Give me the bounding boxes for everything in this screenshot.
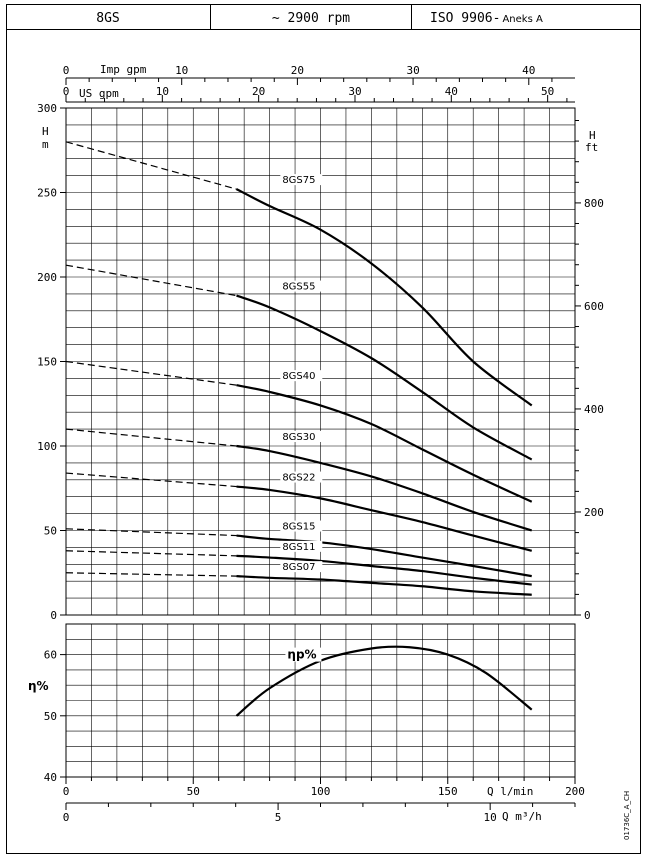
curve-8gs75 — [236, 188, 533, 407]
imp-gpm-tick-label: 40 — [522, 64, 535, 77]
head-grid — [66, 108, 575, 615]
curve-label-bg — [280, 471, 323, 483]
head-tick-label: 50 — [44, 525, 57, 538]
curve-label-8gs15: 8GS15 — [282, 522, 315, 533]
q-m3h-tick-label: 5 — [275, 811, 282, 824]
curve-8gs07-dashed — [65, 572, 237, 577]
us-gpm-tick-label: 0 — [63, 85, 70, 98]
feet-tick-label: 800 — [584, 197, 604, 210]
curve-8gs75-dashed — [65, 141, 237, 190]
curve-label-bg — [280, 431, 323, 442]
q-lmin-tick-label: 150 — [438, 785, 458, 798]
curve-8gs40 — [236, 384, 533, 503]
curve-8gs11 — [236, 554, 532, 586]
efficiency-tick-label: 50 — [44, 710, 57, 723]
head-m-label-bottom: m — [42, 138, 49, 151]
head-tick-label: 150 — [37, 356, 57, 369]
document-code: 01736C_A_CH — [623, 791, 631, 840]
curve-label-bg — [280, 520, 323, 532]
header-standard-main: ISO 9906- — [430, 11, 500, 26]
curve-label-8gs22: 8GS22 — [282, 473, 315, 484]
q-lmin-label: Q l/min — [487, 785, 533, 798]
q-m3h-tick-label: 0 — [63, 811, 70, 824]
curve-8gs55-dashed — [65, 264, 237, 297]
efficiency-curve: ηp% — [235, 645, 533, 717]
curve-label-8gs07: 8GS07 — [282, 562, 315, 573]
curve-8gs15-dashed — [65, 528, 237, 537]
us-gpm-tick-label: 30 — [348, 85, 361, 98]
efficiency-axis-label: η% — [28, 679, 49, 693]
head-m-label-top: H — [42, 125, 49, 138]
us-gpm-tick-label: 10 — [156, 85, 169, 98]
head-tick-label: 300 — [37, 102, 57, 115]
q-lmin-tick-label: 50 — [187, 785, 200, 798]
efficiency-tick-label: 40 — [44, 771, 57, 784]
imp-gpm-tick-label: 20 — [291, 64, 304, 77]
curve-8gs55 — [236, 294, 533, 461]
curve-label-8gs40: 8GS40 — [282, 371, 315, 382]
header-speed: ~ 2900 rpm — [272, 11, 350, 26]
us-gpm-tick-label: 50 — [541, 85, 554, 98]
q-m3h-label: Q m³/h — [502, 810, 542, 823]
curve-8gs30-dashed — [65, 428, 237, 447]
efficiency-line — [235, 645, 533, 717]
curve-8gs22-dashed — [65, 472, 237, 488]
curve-8gs30 — [236, 444, 533, 532]
imp-gpm-tick-label: 0 — [63, 64, 70, 77]
q-lmin-tick-label: 0 — [63, 785, 70, 798]
curve-label-8gs30: 8GS30 — [282, 432, 315, 443]
imp-gpm-tick-label: 10 — [175, 64, 188, 77]
head-tick-label: 250 — [37, 187, 57, 200]
curve-label-8gs11: 8GS11 — [282, 542, 315, 553]
head-curves: 8GS75 8GS55 8GS40 8GS30 8GS22 8GS15 8GS11 8GS07 — [65, 141, 533, 596]
q-lmin-tick-label: 100 — [311, 785, 331, 798]
curve-label-bg — [280, 370, 323, 382]
efficiency-label-bg — [285, 647, 322, 662]
curve-label-bg — [280, 280, 323, 292]
curve-8gs22 — [236, 485, 533, 552]
curve-label-8gs55: 8GS55 — [282, 282, 315, 293]
curve-8gs40-dashed — [65, 360, 237, 386]
curve-label-bg — [280, 174, 323, 186]
us-gpm-label: US gpm — [79, 87, 119, 100]
efficiency-series-label: ηp% — [287, 648, 316, 662]
us-gpm-tick-label: 20 — [252, 85, 265, 98]
head-tick-label: 0 — [50, 609, 57, 622]
head-ft-label-bottom: ft — [585, 141, 598, 154]
outer-frame — [6, 4, 641, 854]
curve-8gs15 — [236, 534, 532, 578]
imp-gpm-label: Imp gpm — [100, 63, 147, 76]
curve-label-bg — [280, 540, 323, 552]
efficiency-tick-label: 60 — [44, 649, 57, 662]
head-tick-label: 100 — [37, 440, 57, 453]
us-gpm-tick-label: 40 — [445, 85, 458, 98]
curve-label-bg — [280, 561, 323, 573]
q-lmin-tick-label: 200 — [565, 785, 585, 798]
feet-tick-label: 200 — [584, 506, 604, 519]
head-tick-label: 200 — [37, 271, 57, 284]
curve-8gs07 — [236, 575, 532, 596]
imp-gpm-tick-label: 30 — [406, 64, 419, 77]
header-standard-suffix: Aneks A — [502, 14, 543, 25]
feet-tick-label: 0 — [584, 609, 591, 622]
curve-8gs11-dashed — [65, 550, 237, 557]
header-model: 8GS — [96, 11, 119, 26]
efficiency-grid — [66, 624, 575, 777]
feet-tick-label: 600 — [584, 300, 604, 313]
q-m3h-tick-label: 10 — [484, 811, 497, 824]
feet-tick-label: 400 — [584, 403, 604, 416]
head-ft-label-top: H — [589, 129, 596, 142]
header-standard: ISO 9906- Aneks A — [430, 11, 543, 26]
curve-label-8gs75: 8GS75 — [282, 175, 315, 186]
